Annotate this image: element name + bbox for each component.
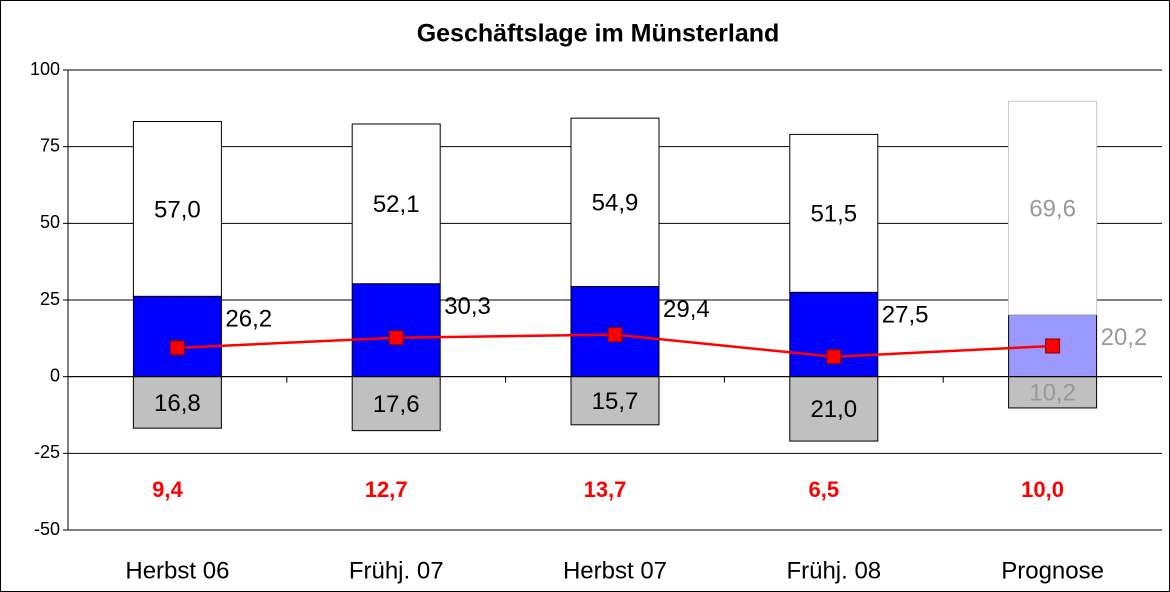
line-marker: [607, 327, 623, 343]
x-tick-label: Frühj. 08: [786, 557, 881, 584]
data-label: 21,0: [810, 396, 857, 423]
bar-segment: [789, 376, 879, 442]
data-label: 57,0: [154, 196, 201, 223]
bar-segment: [570, 117, 660, 288]
data-label: 54,9: [592, 190, 639, 217]
data-label: 16,8: [154, 390, 201, 417]
data-label: 20,2: [1101, 324, 1148, 351]
data-label: 69,6: [1029, 195, 1076, 222]
x-tick-label: Frühj. 07: [349, 557, 444, 584]
y-tick-label: 50: [40, 212, 60, 232]
data-label: 15,7: [592, 388, 639, 415]
x-tick-label: Prognose: [1001, 557, 1104, 584]
bar-segment: [1008, 100, 1098, 316]
y-tick-label: 0: [50, 365, 60, 385]
y-tick-label: -50: [34, 519, 60, 539]
y-tick-label: 100: [30, 59, 60, 79]
data-label: 51,5: [810, 201, 857, 228]
y-tick-label: -25: [34, 442, 60, 462]
data-label: 27,5: [882, 302, 929, 329]
bar-segment: [132, 376, 222, 429]
bar-segment: [132, 295, 222, 378]
line-value-label: 9,4: [152, 477, 183, 502]
bar-segment: [789, 133, 879, 293]
bar-segment: [1008, 376, 1098, 409]
x-tick-label: Herbst 06: [125, 557, 229, 584]
y-tick-label: 25: [40, 289, 60, 309]
line-value-label: 12,7: [365, 477, 408, 502]
data-label: 17,6: [373, 391, 420, 418]
line-marker: [826, 349, 842, 365]
line-value-label: 13,7: [584, 477, 627, 502]
data-label: 52,1: [373, 191, 420, 218]
line-value-label: 10,0: [1021, 477, 1064, 502]
bar-segment: [351, 283, 441, 378]
line-value-label: 6,5: [809, 477, 840, 502]
line-marker: [388, 330, 404, 346]
bar-segment: [351, 123, 441, 285]
bar-segment: [132, 121, 222, 297]
line-marker: [1045, 338, 1061, 354]
data-label: 26,2: [225, 306, 272, 333]
chart-title: Geschäftslage im Münsterland: [417, 20, 780, 48]
bar-segment: [570, 376, 660, 426]
data-label: 10,2: [1029, 380, 1076, 407]
x-tick-label: Herbst 07: [563, 557, 667, 584]
data-label: 29,4: [663, 296, 710, 323]
data-label: 30,3: [444, 293, 491, 320]
line-marker: [169, 340, 185, 356]
y-tick-label: 75: [40, 135, 60, 155]
bar-segment: [351, 376, 441, 432]
